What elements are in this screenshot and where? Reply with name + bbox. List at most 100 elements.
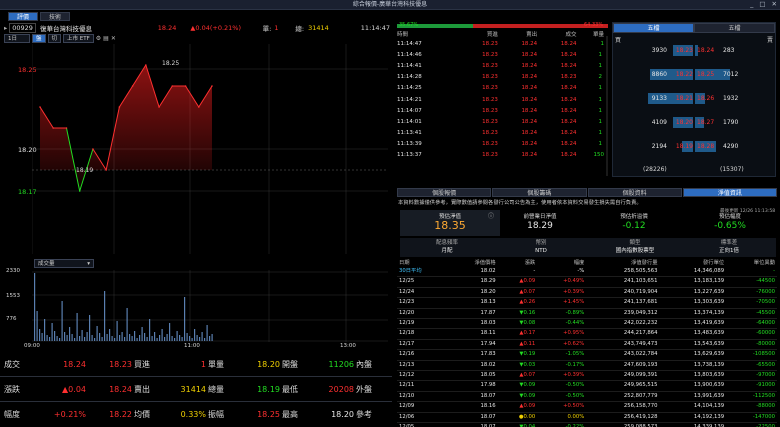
book-tab[interactable]: 五檔	[694, 23, 775, 33]
volume-bar	[156, 338, 158, 341]
tick-cell: 18.24	[521, 151, 538, 158]
nav-cell: -65500	[726, 360, 777, 372]
nav-row[interactable]: 12/09 18.16 ▲0.09 +0.50% 256,158,770 14,104,1…	[397, 401, 777, 413]
tick-row[interactable]: 11:14:46 18.23 18.24 18.24 1	[397, 50, 604, 61]
tick-row[interactable]: 11:14:01 18.23 18.24 18.24 1	[397, 117, 604, 128]
tab-technical[interactable]: 技術	[40, 12, 71, 21]
tick-row[interactable]: 11:13:39 18.23 18.24 18.24 1	[397, 139, 604, 150]
expand-icon[interactable]: ▸	[4, 24, 8, 32]
close-icon[interactable]: ✕	[771, 0, 777, 8]
tick-row[interactable]: 11:14:21 18.23 18.24 18.24 1	[397, 94, 604, 105]
nav-meta-item: 標準差 正向1倍	[682, 238, 776, 257]
stat-value: 18.23	[109, 360, 132, 369]
nav-row[interactable]: 12/16 17.83 ▼0.19 -1.05% 243,022,784 13,629,6…	[397, 349, 777, 361]
nav-row[interactable]: 12/12 18.05 ▲0.07 +0.39% 249,099,391 13,803,6…	[397, 370, 777, 382]
ratio-right: 64.33%	[584, 22, 604, 28]
nav-cell: -22500	[726, 422, 777, 427]
nav-header[interactable]: 漲跌	[524, 260, 536, 266]
volume-bar	[106, 334, 108, 341]
tick-row[interactable]: 11:14:47 18.23 18.24 18.24 1	[397, 39, 604, 50]
tick-row[interactable]: 11:14:07 18.23 18.24 18.24 1	[397, 106, 604, 117]
nav-row[interactable]: 12/17 17.94 ▲0.11 +0.62% 243,749,473 13,543,6…	[397, 339, 777, 351]
nav-cell: +0.39%	[537, 370, 587, 382]
price-change: ▲0.04(+0.21%)	[190, 24, 242, 32]
book-row[interactable]: 2194 18.19 18.28 4290	[613, 141, 775, 152]
volume-bar	[211, 334, 213, 341]
chip-board[interactable]: 盤	[32, 34, 46, 43]
volume-bar	[56, 336, 58, 341]
nav-header[interactable]: 淨值價格	[474, 260, 496, 266]
total-ask: (15307)	[720, 166, 744, 173]
nav-cell: -70500	[726, 297, 777, 309]
tick-row[interactable]: 11:13:37 18.23 18.24 18.24 150	[397, 150, 604, 161]
tab-nav[interactable]: 淨值資訊	[682, 188, 777, 197]
minimize-icon[interactable]: _	[750, 0, 754, 8]
chip-market[interactable]: 上市 ETF	[63, 34, 94, 43]
nav-row[interactable]: 12/19 18.03 ▼0.08 -0.44% 242,022,232 13,419,6…	[397, 318, 777, 330]
nav-row[interactable]: 30日平均 18.02- -% 258,505,563 14,346,089-	[397, 267, 777, 278]
nav-header[interactable]: 淨值發行量	[631, 260, 658, 266]
maximize-icon[interactable]: □	[759, 0, 766, 8]
nav-row[interactable]: 12/13 18.02 ▼0.03 -0.17% 247,609,193 13,738,1…	[397, 360, 777, 372]
bid-depth-bar	[648, 93, 693, 104]
nav-row[interactable]: 12/11 17.98 ▼0.09 -0.50% 249,965,515 13,900,6…	[397, 380, 777, 392]
nav-cell: 18.07	[448, 391, 498, 403]
tick-row[interactable]: 11:14:41 18.23 18.24 18.24 1	[397, 61, 604, 72]
tick-row[interactable]: 11:13:41 18.23 18.24 18.24 1	[397, 128, 604, 139]
price-point	[145, 64, 147, 66]
stat-label: 均價	[134, 410, 150, 419]
nav-header[interactable]: 幅度	[573, 260, 585, 266]
quote-stats: 成交 18.24 18.23 買進 1 單量 18.20 開盤 11206 內盤 漲跌 ▲0.04 18…	[0, 352, 392, 427]
book-row[interactable]: 4109 18.20 18.27 1790	[613, 117, 775, 128]
tick-cell: 18.24	[560, 85, 577, 92]
nav-row[interactable]: 12/0518.07▼0.04-0.22%259,088,57314,339,1…	[397, 422, 777, 427]
remove-icon[interactable]: ✕	[110, 35, 116, 42]
nav-row[interactable]: 12/10 18.07 ▼0.09 -0.50% 252,807,779 13,991,6…	[397, 391, 777, 403]
pct-label: 預估幅度	[718, 214, 741, 220]
volume-bar	[46, 335, 48, 341]
nav-row[interactable]: 12/25 18.29 ▲0.09 +0.49% 241,103,651 13,183,1…	[397, 276, 777, 288]
nav-row[interactable]: 12/23 18.13 ▲0.26 +1.45% 241,137,681 13,303,6…	[397, 297, 777, 309]
symbol-code[interactable]: 00929	[9, 23, 36, 33]
indicator-select[interactable]: 成交量 ▾	[34, 259, 94, 268]
volume-bar	[61, 301, 63, 341]
tick-row[interactable]: 11:14:28 18.23 18.24 18.23 2	[397, 72, 604, 83]
nav-cell: 18.16	[448, 401, 498, 413]
price-point	[197, 106, 200, 108]
nav-header[interactable]: 發行單位	[702, 260, 725, 266]
book-row[interactable]: 3930 18.23 18.24 283	[613, 45, 775, 56]
settings-icon[interactable]: ⚙	[95, 35, 102, 42]
ticks-scrollbar[interactable]	[606, 36, 608, 176]
nav-cell: -0.50%	[537, 391, 587, 403]
tab-profile[interactable]: 個股資料	[587, 188, 682, 197]
stat-label: 內盤	[356, 360, 372, 369]
tab-quote[interactable]: 個股報價	[397, 188, 492, 197]
price-chart[interactable]	[32, 44, 388, 254]
book-tab[interactable]: 五檔	[613, 23, 694, 33]
layout-icon[interactable]: ▤	[103, 35, 109, 42]
nav-cell: -108500	[726, 349, 777, 361]
period-select[interactable]: 1日	[4, 34, 30, 43]
tab-valuation[interactable]: 評價	[8, 12, 39, 21]
volume-bar	[59, 338, 61, 341]
tab-chips[interactable]: 個股籌碼	[492, 188, 587, 197]
volume-chart[interactable]	[32, 270, 388, 342]
tick-row[interactable]: 11:14:25 18.23 18.24 18.24 1	[397, 83, 604, 94]
nav-header[interactable]: 單位異動	[753, 260, 775, 266]
tick-cell: 18.24	[521, 107, 538, 114]
nav-row[interactable]: 12/18 18.11 ▲0.17 +0.95% 244,217,864 13,483,6…	[397, 328, 777, 340]
book-row[interactable]: 9133 18.21 18.26 1932	[613, 93, 775, 104]
tick-cell: 1	[598, 85, 603, 92]
info-icon[interactable]: ⓘ	[487, 213, 494, 220]
nav-row[interactable]: 12/24 18.20 ▲0.07 +0.39% 240,719,904 13,227,6…	[397, 287, 777, 299]
stat-value: 18.20	[331, 410, 354, 419]
book-row[interactable]: 8860 18.22 18.25 7012	[613, 69, 775, 80]
nav-header[interactable]: 日期	[399, 260, 410, 266]
chip-switch[interactable]: 切	[47, 34, 62, 43]
stat-label: 外盤	[356, 385, 372, 394]
volume-bar	[184, 297, 186, 341]
volume-bar	[164, 337, 166, 341]
bid-qty: 8860	[651, 71, 667, 78]
nav-row[interactable]: 12/20 17.87 ▼0.16 -0.89% 239,049,312 13,374,1…	[397, 308, 777, 320]
nav-row[interactable]: 12/06 18.07 ●0.00 0.00% 256,419,128 14,192,13…	[397, 412, 777, 424]
